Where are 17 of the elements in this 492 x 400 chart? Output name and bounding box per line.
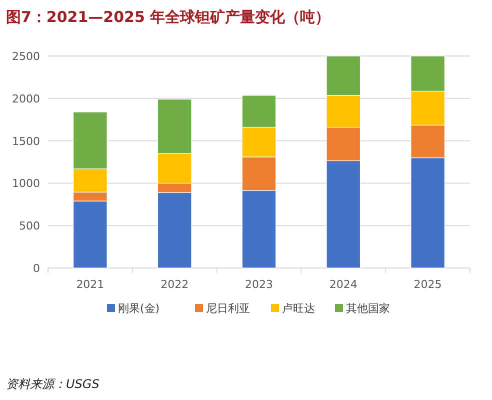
legend-label: 其他国家 [346,302,390,315]
y-tick-label: 1500 [12,134,40,148]
legend-label: 卢旺达 [282,302,315,315]
text: 资料来源：USGS [6,377,100,391]
y-tick-label: 1000 [12,177,40,190]
y-tick-label: 2500 [12,50,40,63]
x-tick-label: 2025 [414,278,442,291]
chart-title: 图7：2021—2025 年全球钽矿产量变化（吨） [6,8,330,26]
x-tick-label: 2021 [76,278,104,291]
y-tick-label: 2000 [12,92,40,106]
y-tick-label: 0 [33,262,40,275]
y-tick-label: 500 [19,220,40,233]
x-tick-label: 2022 [160,278,189,291]
x-tick-label: 2024 [329,278,358,291]
legend-label: 刚果(金) [118,302,160,315]
legend-label: 尼日利亚 [206,302,250,315]
x-tick-label: 2023 [245,278,273,291]
